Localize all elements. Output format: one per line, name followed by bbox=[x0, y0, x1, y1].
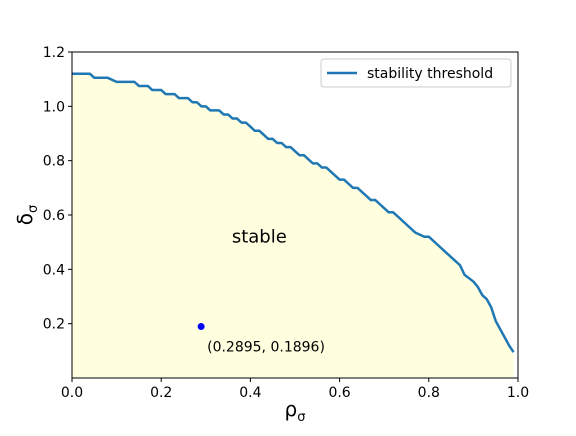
x-axis-label-symbol: ρ bbox=[285, 397, 298, 421]
series-line-stability-threshold bbox=[72, 72, 515, 353]
y-tick-label: 0.6 bbox=[43, 208, 65, 224]
y-tick-label: 1.0 bbox=[43, 99, 65, 115]
x-tick-label: 0.8 bbox=[418, 385, 440, 401]
x-tick-label: 0.6 bbox=[328, 385, 350, 401]
y-tick-label: 0.8 bbox=[43, 154, 65, 170]
marked-point-layer: (0.2895, 0.1896) bbox=[197, 322, 325, 355]
region-label-stable: stable bbox=[232, 227, 287, 248]
marked-point-label: (0.2895, 0.1896) bbox=[207, 339, 325, 355]
stable-region-fill-layer bbox=[72, 73, 514, 378]
y-tick-label: 0.2 bbox=[43, 317, 65, 333]
y-tick-label: 1.2 bbox=[43, 45, 65, 61]
legend-box bbox=[320, 58, 512, 88]
y-axis-ticks: 0.2 0.4 0.6 0.8 1.0 1.2 bbox=[43, 45, 72, 333]
stable-region-fill bbox=[72, 73, 514, 378]
x-axis-label: ρσ bbox=[285, 397, 306, 425]
y-axis-label: δσ bbox=[13, 205, 41, 226]
y-tick-label: 0.4 bbox=[43, 262, 65, 278]
x-tick-label: 1.0 bbox=[507, 385, 529, 401]
x-axis-label-subscript: σ bbox=[297, 410, 305, 425]
y-axis-label-subscript: σ bbox=[26, 205, 41, 213]
x-tick-label: 0.2 bbox=[150, 385, 172, 401]
legend-entry-stability-threshold: stability threshold bbox=[367, 66, 493, 82]
threshold-line-layer bbox=[72, 72, 515, 353]
x-tick-label: 0.0 bbox=[61, 385, 83, 401]
x-axis-ticks: 0.0 0.2 0.4 0.6 0.8 1.0 bbox=[61, 378, 529, 401]
legend: stability threshold bbox=[320, 58, 512, 88]
x-tick-label: 0.4 bbox=[239, 385, 261, 401]
y-axis-label-symbol: δ bbox=[13, 213, 37, 225]
marked-point bbox=[197, 322, 205, 330]
